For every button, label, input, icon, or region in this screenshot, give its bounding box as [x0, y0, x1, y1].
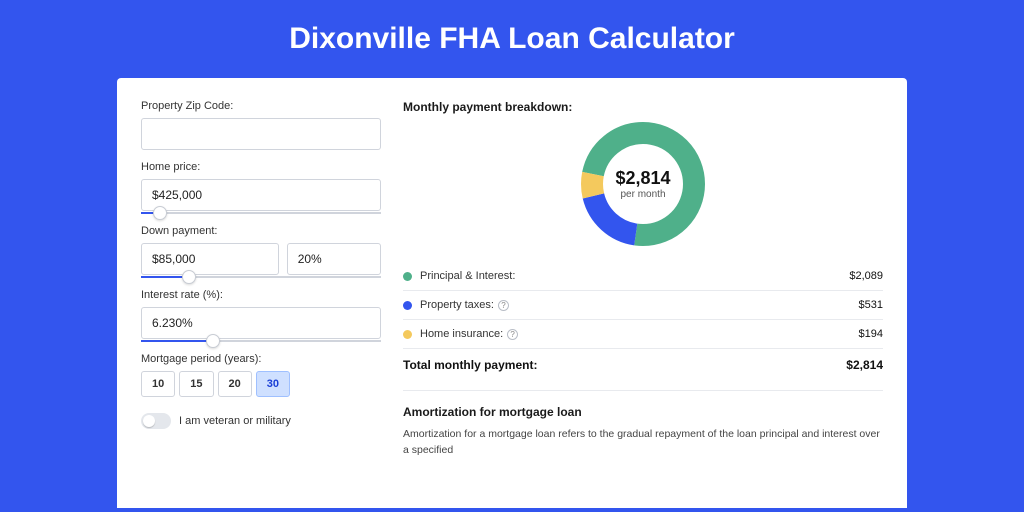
down-payment-pct-input[interactable] [287, 243, 381, 275]
zip-label: Property Zip Code: [141, 100, 381, 112]
home-price-label: Home price: [141, 161, 381, 173]
slider-thumb[interactable] [182, 270, 196, 284]
legend-label: Property taxes:? [420, 299, 859, 311]
period-button-10[interactable]: 10 [141, 371, 175, 397]
donut-chart: $2,814 per month [403, 122, 883, 246]
zip-input[interactable] [141, 118, 381, 150]
home-price-field: Home price: [141, 161, 381, 214]
legend-list: Principal & Interest:$2,089Property taxe… [403, 262, 883, 348]
total-value: $2,814 [846, 358, 883, 372]
legend-dot-icon [403, 272, 412, 281]
rate-input[interactable] [141, 307, 381, 339]
legend-label: Principal & Interest: [420, 270, 849, 282]
period-button-15[interactable]: 15 [179, 371, 213, 397]
donut-center: $2,814 per month [615, 168, 670, 200]
legend-value: $194 [859, 328, 883, 340]
page-title: Dixonville FHA Loan Calculator [0, 0, 1024, 78]
legend-value: $2,089 [849, 270, 883, 282]
form-column: Property Zip Code: Home price: Down paym… [141, 100, 381, 508]
down-payment-field: Down payment: [141, 225, 381, 278]
total-label: Total monthly payment: [403, 358, 846, 372]
toggle-knob [143, 415, 155, 427]
donut-sublabel: per month [615, 189, 670, 200]
slider-thumb[interactable] [206, 334, 220, 348]
zip-field: Property Zip Code: [141, 100, 381, 150]
period-button-30[interactable]: 30 [256, 371, 290, 397]
home-price-input[interactable] [141, 179, 381, 211]
slider-thumb[interactable] [153, 206, 167, 220]
legend-value: $531 [859, 299, 883, 311]
down-payment-label: Down payment: [141, 225, 381, 237]
total-row: Total monthly payment: $2,814 [403, 349, 883, 390]
legend-row: Home insurance:?$194 [403, 320, 883, 348]
veteran-toggle[interactable] [141, 413, 171, 429]
legend-label: Home insurance:? [420, 328, 859, 340]
legend-row: Property taxes:?$531 [403, 291, 883, 319]
legend-dot-icon [403, 330, 412, 339]
breakdown-title: Monthly payment breakdown: [403, 100, 883, 114]
amortization-title: Amortization for mortgage loan [403, 405, 883, 419]
legend-row: Principal & Interest:$2,089 [403, 262, 883, 290]
down-payment-input[interactable] [141, 243, 279, 275]
veteran-row: I am veteran or military [141, 413, 381, 429]
help-icon[interactable]: ? [507, 329, 518, 340]
rate-slider[interactable] [141, 340, 381, 342]
veteran-label: I am veteran or military [179, 415, 291, 427]
home-price-slider[interactable] [141, 212, 381, 214]
donut-amount: $2,814 [615, 168, 670, 189]
period-field: Mortgage period (years): 10152030 [141, 353, 381, 397]
help-icon[interactable]: ? [498, 300, 509, 311]
slider-fill [141, 340, 213, 342]
legend-dot-icon [403, 301, 412, 310]
period-label: Mortgage period (years): [141, 353, 381, 365]
calculator-card: Property Zip Code: Home price: Down paym… [117, 78, 907, 508]
period-buttons: 10152030 [141, 371, 381, 397]
breakdown-column: Monthly payment breakdown: $2,814 per mo… [403, 100, 883, 508]
rate-field: Interest rate (%): [141, 289, 381, 342]
period-button-20[interactable]: 20 [218, 371, 252, 397]
amortization-desc: Amortization for a mortgage loan refers … [403, 427, 883, 459]
rate-label: Interest rate (%): [141, 289, 381, 301]
down-payment-slider[interactable] [141, 276, 381, 278]
